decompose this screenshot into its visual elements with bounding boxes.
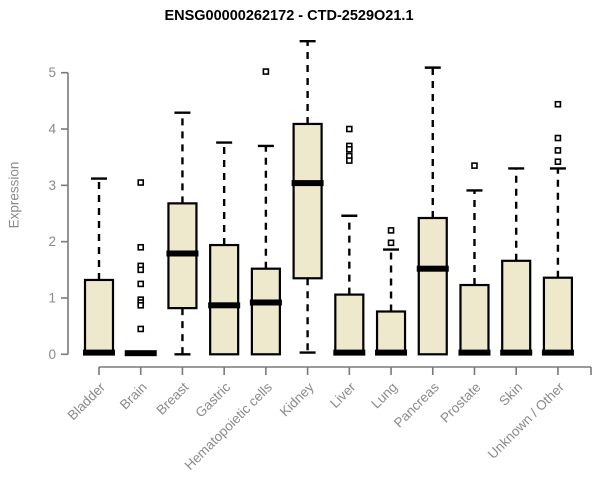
x-tick-label-prostate: Prostate — [437, 380, 483, 426]
y-tick-label-2: 2 — [48, 234, 56, 249]
median-line-prostate — [458, 349, 491, 356]
median-line-kidney — [291, 180, 324, 187]
iqr-box-liver — [334, 293, 365, 356]
median-line-liver — [333, 349, 366, 356]
x-tick-label-gastric: Gastric — [192, 379, 233, 420]
iqr-box-unknown-other — [542, 276, 574, 356]
median-line-brain — [124, 350, 157, 357]
y-tick-label-4: 4 — [48, 122, 56, 137]
boxplot-liver — [333, 125, 366, 356]
x-tick-label-skin: Skin — [496, 380, 525, 409]
boxplot-breast — [166, 111, 199, 356]
median-line-pancreas — [416, 265, 449, 272]
y-tick-label-3: 3 — [48, 178, 56, 193]
outlier-hematopoietic-cells-0 — [262, 68, 270, 75]
median-line-hematopoietic-cells — [249, 299, 282, 306]
outlier-unknown-other-3 — [554, 158, 562, 165]
outlier-brain-0 — [137, 179, 145, 186]
outlier-liver-4 — [346, 157, 353, 164]
boxplot-prostate — [458, 162, 491, 356]
x-tick-label-liver: Liver — [327, 379, 359, 411]
x-tick-label-pancreas: Pancreas — [391, 379, 442, 430]
median-line-bladder — [83, 349, 115, 356]
chart-title: ENSG00000262172 - CTD-2529O21.1 — [164, 8, 414, 24]
x-tick-label-kidney: Kidney — [277, 379, 317, 419]
x-tick-label-lung: Lung — [368, 380, 400, 412]
median-line-breast — [166, 250, 199, 257]
outlier-lung-1 — [387, 239, 395, 247]
iqr-box-hematopoietic-cells — [250, 267, 281, 356]
boxplot-bladder — [83, 177, 115, 356]
outlier-brain-1 — [137, 243, 145, 251]
outlier-brain-7 — [137, 302, 145, 309]
boxplot-kidney — [291, 39, 324, 354]
outlier-prostate-0 — [471, 162, 478, 169]
median-line-lung — [375, 349, 408, 356]
median-line-skin — [500, 349, 533, 356]
x-tick-label-bladder: Bladder — [65, 379, 109, 423]
outlier-brain-4 — [137, 280, 145, 288]
x-tick-label-brain: Brain — [117, 380, 150, 413]
boxplot-hematopoietic-cells — [249, 68, 282, 356]
iqr-box-pancreas — [417, 216, 448, 356]
iqr-box-prostate — [459, 283, 490, 356]
y-tick-label-5: 5 — [48, 65, 56, 80]
iqr-box-gastric — [209, 243, 240, 356]
boxplot-pancreas — [416, 66, 449, 356]
outlier-unknown-other-0 — [554, 100, 562, 108]
boxplot-lung — [375, 227, 408, 356]
iqr-box-kidney — [292, 122, 323, 280]
iqr-box-lung — [375, 310, 407, 356]
y-tick-label-1: 1 — [48, 290, 56, 305]
y-tick-label-0: 0 — [48, 347, 56, 362]
outlier-liver-0 — [346, 125, 353, 133]
outlier-unknown-other-1 — [554, 134, 562, 142]
outlier-liver-2 — [346, 145, 353, 153]
boxplot-skin — [500, 167, 533, 356]
boxplot-brain — [124, 179, 157, 357]
boxplot-unknown-other — [541, 100, 574, 356]
x-tick-label-unknown-other: Unknown / Other — [485, 379, 568, 462]
outlier-lung-0 — [387, 227, 395, 234]
iqr-box-bladder — [83, 278, 115, 356]
x-tick-label-breast: Breast — [153, 379, 191, 417]
iqr-box-skin — [501, 259, 532, 356]
outlier-unknown-other-2 — [554, 147, 562, 154]
median-line-gastric — [208, 302, 241, 309]
outlier-brain-8 — [137, 325, 145, 333]
median-line-unknown-other — [541, 349, 574, 356]
outlier-brain-3 — [137, 266, 145, 274]
boxplot-gastric — [208, 141, 241, 356]
